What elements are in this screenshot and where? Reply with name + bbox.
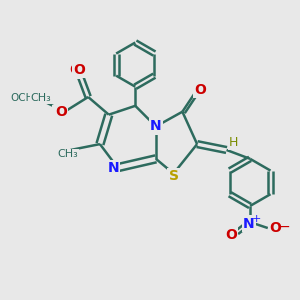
Text: O: O <box>194 82 206 97</box>
Text: S: S <box>169 169 178 184</box>
Text: CH₃: CH₃ <box>31 94 51 103</box>
Text: O: O <box>269 221 281 235</box>
Text: O: O <box>53 106 65 120</box>
Text: N: N <box>107 161 119 175</box>
Text: O: O <box>55 105 67 119</box>
Text: O: O <box>74 63 85 77</box>
Text: CH₃: CH₃ <box>57 149 78 159</box>
Text: O: O <box>225 228 237 242</box>
Text: −: − <box>278 220 290 234</box>
Text: +: + <box>252 214 261 224</box>
Text: H: H <box>229 136 239 149</box>
Text: N: N <box>243 217 254 231</box>
Text: N: N <box>150 119 162 134</box>
Text: O: O <box>69 64 81 77</box>
Text: OCH₃: OCH₃ <box>11 94 38 103</box>
